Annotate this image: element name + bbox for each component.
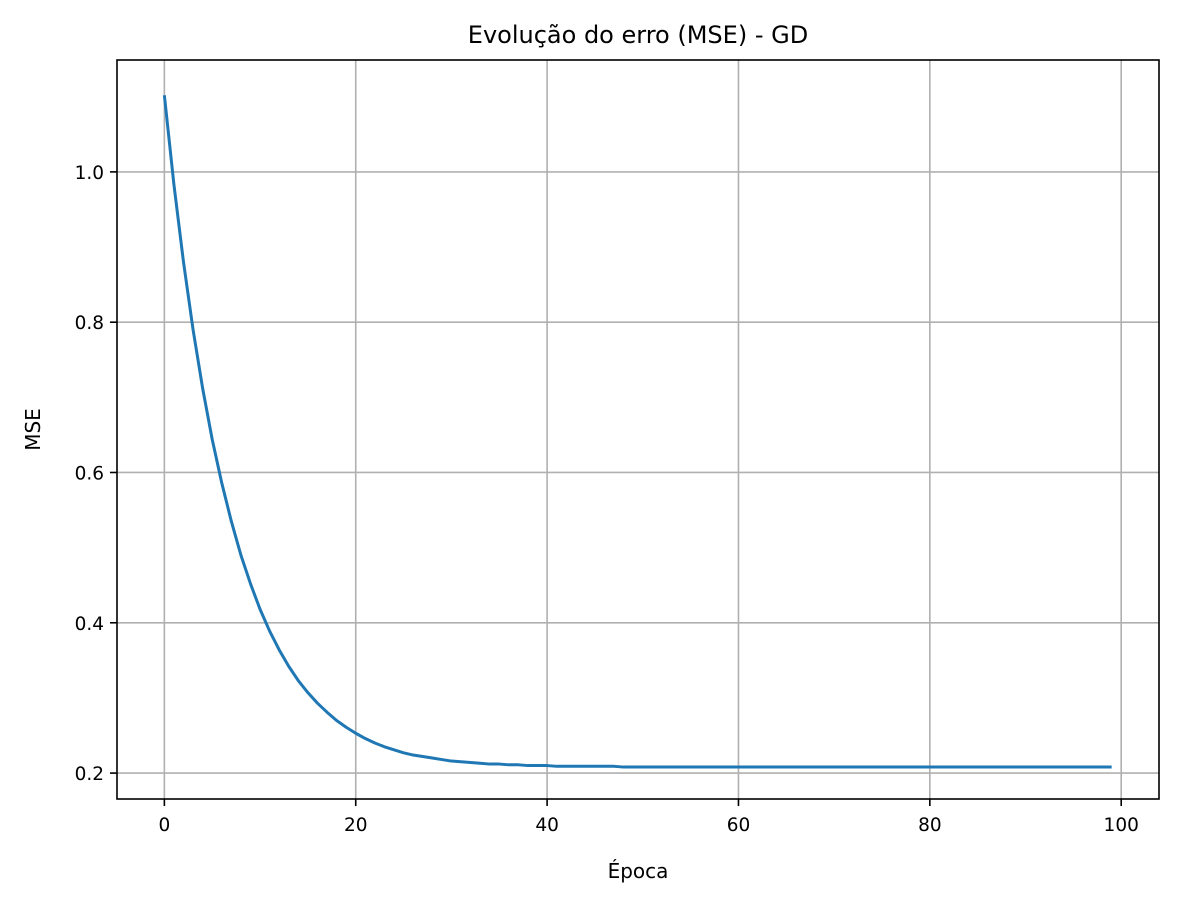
- series-lines: [162, 95, 1112, 769]
- y-tick-label: 0.2: [75, 764, 104, 785]
- axis-ticks: 0 20 40 60 80 100 0.2 0.4 0.6 0.8 1.0: [75, 163, 1139, 836]
- x-tick-label: 0: [158, 815, 170, 836]
- y-tick-label: 0.6: [75, 463, 104, 484]
- plot-frame: [116, 59, 1160, 800]
- x-tick-label: 40: [535, 815, 559, 836]
- chart-title: Evolução do erro (MSE) - GD: [468, 21, 808, 49]
- y-tick-label: 0.4: [75, 614, 104, 635]
- y-tick-label: 0.8: [75, 313, 104, 334]
- y-axis-label: MSE: [21, 408, 45, 451]
- x-tick-label: 100: [1104, 815, 1139, 836]
- grid-lines: [117, 60, 1159, 799]
- x-tick-label: 80: [918, 815, 942, 836]
- x-axis-label: Época: [608, 859, 669, 883]
- x-tick-label: 20: [344, 815, 368, 836]
- series-line: [162, 95, 1112, 769]
- x-tick-label: 60: [727, 815, 751, 836]
- y-tick-label: 1.0: [75, 163, 104, 184]
